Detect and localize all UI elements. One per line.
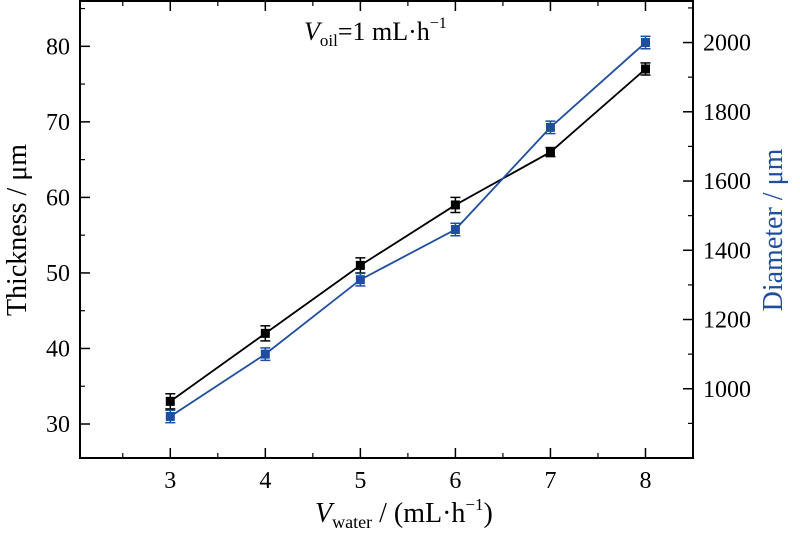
data-point bbox=[640, 64, 650, 74]
y-left-tick-label: 60 bbox=[46, 185, 70, 211]
series-1 bbox=[165, 62, 651, 410]
x-axis-title: Vwater / (mL·h−1) bbox=[315, 495, 493, 532]
data-point bbox=[260, 349, 270, 359]
x-tick-label: 5 bbox=[354, 468, 366, 494]
y-left-tick-label: 40 bbox=[46, 336, 70, 362]
x-tick-label: 4 bbox=[259, 468, 271, 494]
y-left-tick-label: 30 bbox=[46, 412, 70, 438]
y-right-tick-label: 1200 bbox=[703, 308, 751, 334]
data-point bbox=[355, 275, 365, 285]
ticks: 3 4 5 6 7 8 30 40 50 60 70 80 1000 1200 1400 1600 1800 20… bbox=[46, 1, 751, 494]
y-axis-title-left: Thickness / μm bbox=[2, 144, 33, 316]
series-line bbox=[169, 41, 647, 418]
data-point bbox=[640, 38, 650, 48]
data-point bbox=[545, 122, 555, 132]
data-point bbox=[450, 225, 460, 234]
data-point bbox=[450, 200, 460, 210]
y-left-tick-label: 80 bbox=[46, 34, 70, 60]
y-left-tick-label: 70 bbox=[46, 110, 70, 136]
annotation: Voil=1 mL·h−1 bbox=[304, 15, 447, 50]
data-point bbox=[545, 147, 555, 157]
y-right-tick-label: 1600 bbox=[703, 169, 751, 195]
series-2 bbox=[165, 35, 651, 424]
y-left-tick-label: 50 bbox=[46, 261, 70, 287]
data-point bbox=[260, 328, 270, 338]
y-right-tick-label: 1000 bbox=[703, 377, 751, 403]
data-point bbox=[165, 396, 175, 406]
x-tick-label: 3 bbox=[164, 468, 176, 494]
y-axis-title-right: Diameter / μm bbox=[758, 148, 789, 311]
data-point bbox=[165, 411, 175, 421]
x-tick-label: 6 bbox=[449, 468, 461, 494]
series-layer bbox=[165, 35, 651, 424]
x-tick-label: 7 bbox=[544, 468, 556, 494]
x-tick-label: 8 bbox=[639, 468, 651, 494]
y-right-tick-label: 2000 bbox=[703, 31, 751, 57]
y-right-tick-label: 1800 bbox=[703, 100, 751, 126]
plot-frame bbox=[79, 0, 694, 459]
y-right-tick-label: 1400 bbox=[703, 238, 751, 264]
series-line bbox=[169, 68, 647, 403]
data-point bbox=[355, 260, 365, 270]
